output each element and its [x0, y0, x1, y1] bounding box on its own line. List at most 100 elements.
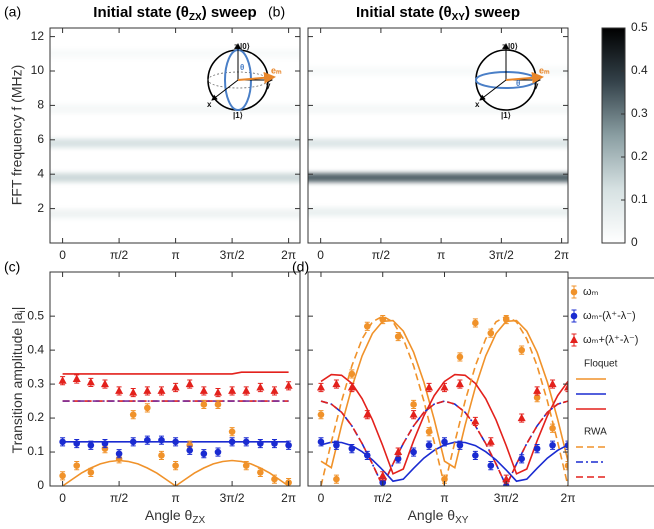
data-point [271, 440, 278, 447]
data-point [425, 441, 433, 449]
data-point [518, 346, 525, 354]
model-line [62, 459, 290, 486]
data-point [129, 388, 138, 396]
heatmap-band [50, 104, 300, 114]
x-tick-label: 0 [317, 248, 324, 262]
panel-label: (d) [292, 259, 309, 275]
y-tick-label: 6 [37, 132, 44, 146]
data-point [100, 379, 109, 388]
label-text: Angle θ [145, 507, 193, 523]
title-text: Initial state (θ [93, 4, 189, 21]
panel-label: (c) [4, 259, 20, 275]
model-line [62, 371, 289, 375]
em-vector [237, 71, 276, 84]
title-subscript: ZX [189, 12, 202, 23]
colorbar [601, 27, 626, 244]
y-tick-label: 8 [37, 98, 44, 112]
data-point [517, 413, 526, 422]
data-point [242, 462, 250, 469]
axes-box [307, 27, 569, 244]
label-text: | [9, 307, 25, 311]
label-subscript: XY [455, 515, 469, 526]
label-subscript: ZX [192, 515, 205, 526]
x-tick-label: 3π/2 [494, 491, 519, 505]
data-point [59, 472, 66, 480]
y-tick-label: 0.5 [27, 308, 44, 322]
y-tick-label: 4 [37, 166, 44, 180]
heatmap-band [308, 66, 568, 76]
x-tick-label: π [437, 248, 445, 262]
heatmap-band [50, 173, 300, 183]
data-point [440, 382, 449, 391]
data-point [257, 469, 264, 476]
y-tick-label: 0.2 [27, 410, 44, 424]
data-point [214, 401, 222, 408]
colorbar-tick-label: 0.2 [631, 149, 648, 163]
data-point [186, 447, 194, 454]
data-point [333, 475, 340, 483]
data-point [548, 379, 557, 388]
data-point [409, 410, 418, 418]
title-text: ) sweep [202, 4, 257, 21]
data-point [158, 436, 165, 444]
data-point [157, 386, 166, 394]
em-vector [505, 71, 544, 84]
y-axis-label: Transition amplitude |ai| [9, 307, 28, 454]
legend-marker [570, 335, 578, 343]
data-point [115, 386, 124, 394]
data-point [316, 382, 325, 391]
colorbar-tick-label: 0.1 [631, 192, 648, 206]
data-point [332, 379, 341, 388]
data-point [199, 386, 208, 394]
x-tick-label: 3π/2 [489, 248, 514, 262]
heatmap-band [50, 138, 300, 148]
data-point [394, 333, 402, 340]
heatmap [308, 66, 568, 217]
inset-label: |0⟩ [508, 42, 518, 51]
data-point [185, 379, 194, 388]
y-axis-label: FFT frequency f (MHz) [9, 65, 25, 206]
data-point [172, 462, 179, 469]
data-point [115, 450, 123, 458]
data-point [502, 474, 511, 483]
heatmap-band [50, 49, 300, 59]
x-axis [479, 79, 507, 101]
bloch-inset: z|0⟩ |1⟩ x y θ eₘ [475, 42, 550, 120]
x-tick-label: π/2 [374, 491, 393, 505]
data-point [348, 445, 356, 452]
plot-area [316, 314, 568, 486]
axes-box [49, 27, 301, 244]
data-point [285, 441, 292, 449]
axes-box [49, 271, 301, 487]
legend-label: ωₘ-(λ⁺-λ⁻) [583, 310, 636, 322]
x-tick-label: 3π/2 [220, 248, 245, 262]
data-point [410, 448, 417, 456]
data-point [101, 445, 109, 452]
inset-label: eₘ [539, 65, 550, 75]
plot-area [58, 371, 293, 486]
data-point [347, 382, 356, 391]
x-axis [211, 79, 239, 101]
data-point [394, 455, 402, 463]
x-tick-label: π [171, 248, 179, 262]
legend-box [567, 277, 654, 487]
data-point [472, 319, 479, 327]
panel-label: (a) [4, 4, 21, 20]
x-tick-label: π/2 [110, 491, 129, 505]
error-bar [565, 440, 568, 450]
inset-label: eₘ [271, 65, 282, 75]
data-point [129, 438, 137, 446]
legend-group-label: Floquet [584, 359, 618, 370]
inset-label: |1⟩ [233, 111, 243, 120]
data-point [271, 475, 278, 483]
data-point [73, 440, 81, 447]
data-point [186, 441, 194, 449]
data-point [129, 411, 137, 418]
data-point [348, 370, 356, 378]
data-point [270, 386, 279, 394]
data-point [200, 401, 208, 408]
heatmap-band [308, 138, 568, 148]
model-line [320, 373, 568, 475]
x-tick-label: 0 [318, 491, 325, 505]
